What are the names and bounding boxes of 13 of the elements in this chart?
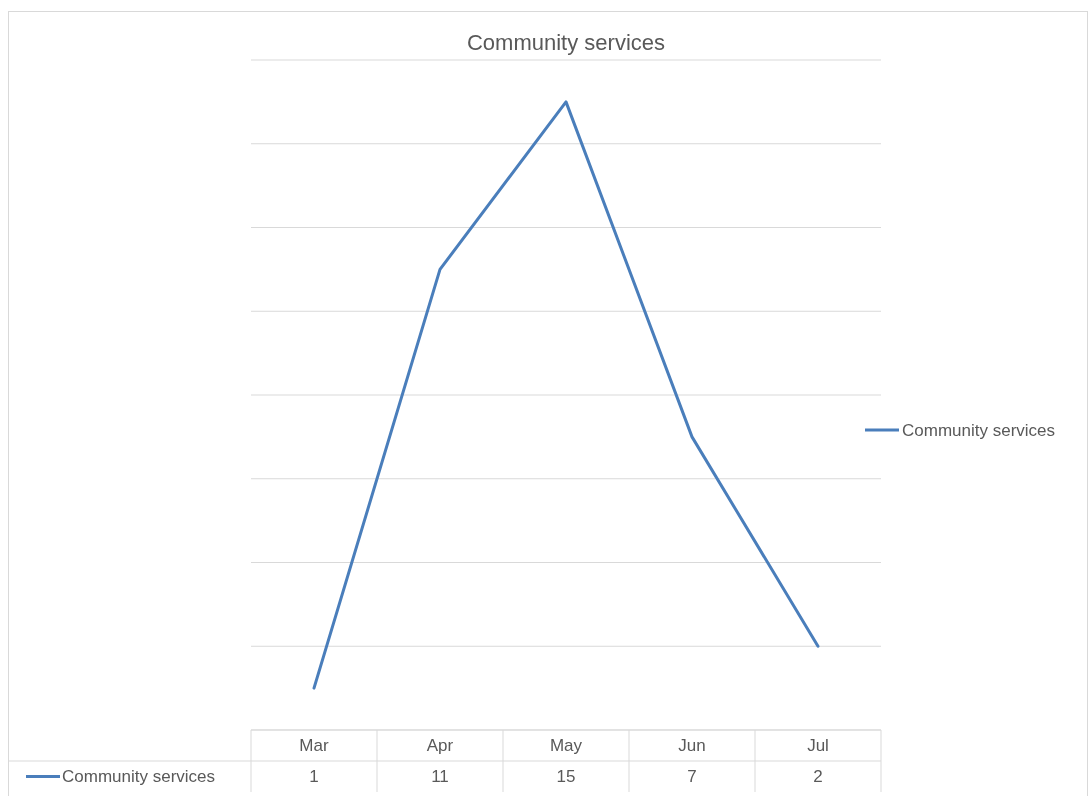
x-tick-label: Apr — [426, 736, 454, 756]
x-tick-label: Mar — [299, 736, 329, 756]
legend-label: Community services — [902, 420, 1056, 440]
data-label: 2 — [813, 767, 823, 787]
data-label: 15 — [556, 767, 576, 787]
data-label: 1 — [309, 767, 319, 787]
x-tick-label: May — [549, 736, 583, 756]
data-label: 11 — [431, 767, 449, 787]
chart-title: Community services — [466, 30, 666, 55]
data-label: 7 — [687, 767, 697, 787]
x-tick-label: Jul — [807, 736, 829, 756]
text: Community services — [62, 767, 216, 787]
x-tick-label: Jun — [678, 736, 706, 756]
